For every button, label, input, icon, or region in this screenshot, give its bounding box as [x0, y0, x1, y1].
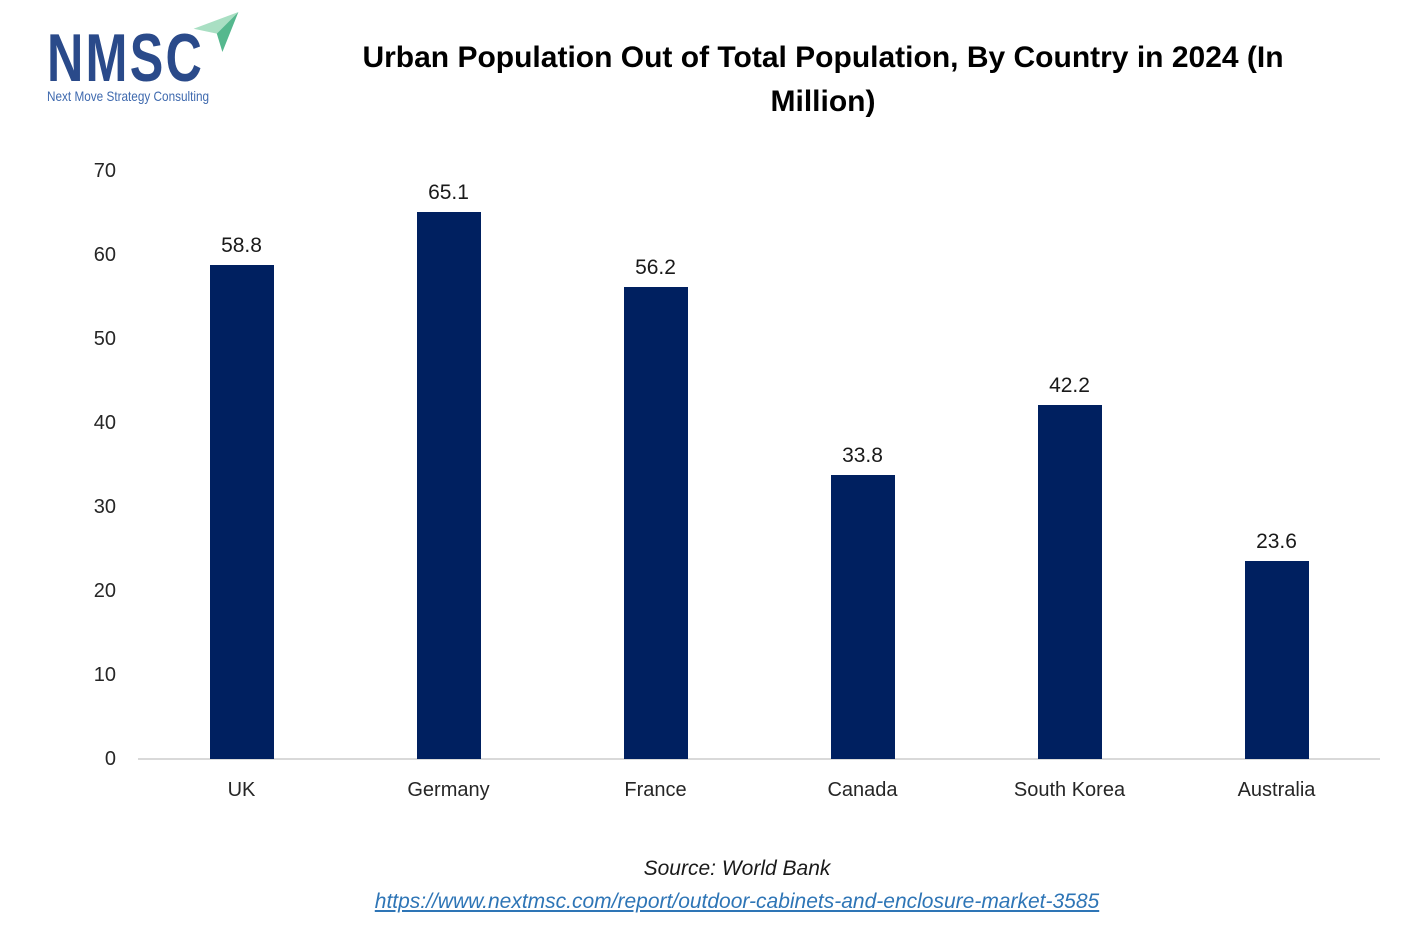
bar-germany: 65.1	[416, 181, 481, 759]
y-tick-label: 10	[93, 664, 116, 686]
y-tick-label: 50	[93, 328, 116, 350]
value-label-canada: 33.8	[842, 444, 883, 467]
value-label-france: 56.2	[635, 256, 676, 279]
plot-area: 58.8 UK 65.1 Germany 56.2 France 33.8 Ca…	[138, 171, 1380, 801]
bar-group-uk: 58.8 UK	[138, 171, 345, 801]
bar-group-south-korea: 42.2 South Korea	[966, 171, 1173, 801]
bar-uk: 58.8	[209, 234, 274, 759]
category-label-germany: Germany	[407, 779, 490, 801]
value-label-germany: 65.1	[428, 181, 469, 204]
y-tick-label: 20	[93, 580, 116, 602]
bar-south-korea: 42.2	[1037, 374, 1102, 759]
category-label-south-korea: South Korea	[1013, 779, 1126, 801]
category-label-australia: Australia	[1237, 779, 1316, 801]
x-axis-line	[138, 758, 1380, 760]
bar-australia: 23.6	[1244, 530, 1309, 759]
bar-group-australia: 23.6 Australia	[1173, 171, 1380, 801]
y-tick-label: 30	[93, 496, 116, 518]
nmsc-logo-tagline: Next Move Strategy Consulting	[47, 88, 210, 104]
nmsc-logo: NMSC Next Move Strategy Consulting	[38, 10, 248, 106]
bar-group-canada: 33.8 Canada	[759, 171, 966, 801]
chart-title: Urban Population Out of Total Population…	[240, 36, 1406, 124]
category-label-france: France	[624, 779, 687, 801]
bar-canada: 33.8	[830, 444, 895, 759]
chart-title-line-1: Urban Population Out of Total Population…	[362, 41, 1284, 74]
bar-group-germany: 65.1 Germany	[345, 171, 552, 801]
footer: Source: World Bank https://www.nextmsc.c…	[48, 855, 1426, 916]
value-label-uk: 58.8	[221, 234, 262, 257]
value-label-south-korea: 42.2	[1049, 374, 1090, 397]
y-tick-label: 70	[93, 160, 116, 182]
source-text: Source: World Bank	[643, 857, 831, 880]
bar-france: 56.2	[623, 256, 688, 759]
chart-title-line-2: Million)	[770, 85, 876, 118]
y-tick-label: 40	[93, 412, 116, 434]
bar-group-france: 56.2 France	[552, 171, 759, 801]
category-label-uk: UK	[227, 779, 256, 801]
paper-plane-icon	[193, 12, 239, 52]
source-link[interactable]: https://www.nextmsc.com/report/outdoor-c…	[374, 890, 1100, 913]
value-label-australia: 23.6	[1256, 530, 1297, 553]
y-tick-label: 60	[93, 244, 116, 266]
nmsc-logo-text: NMSC	[47, 20, 205, 96]
y-tick-label: 0	[104, 748, 116, 770]
category-label-canada: Canada	[827, 779, 898, 801]
